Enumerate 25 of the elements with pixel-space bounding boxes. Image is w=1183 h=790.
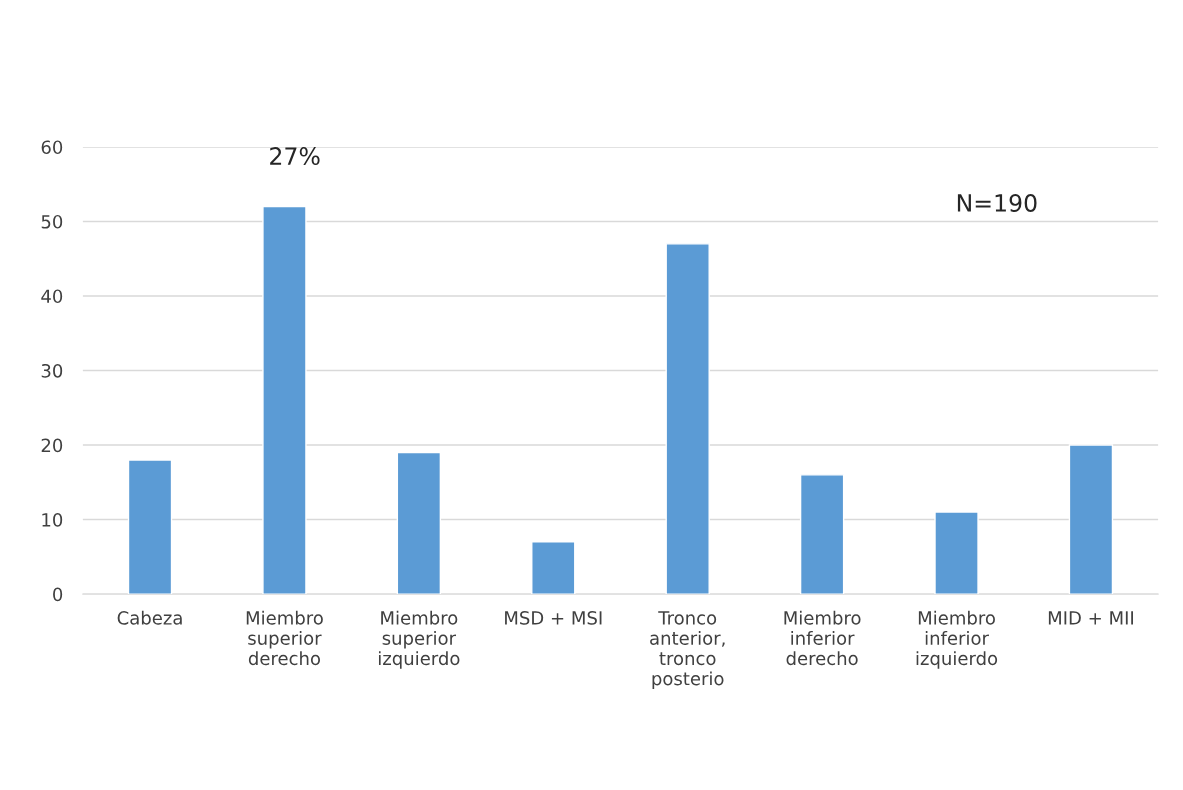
bar xyxy=(396,451,442,595)
y-tick-label: 30 xyxy=(41,363,63,378)
x-tick-label: Miembro inferior derecho xyxy=(784,610,861,666)
x-tick-label: Miembro superior izquierdo xyxy=(378,610,460,669)
y-tick-label: 60 xyxy=(41,140,63,155)
bar xyxy=(799,474,845,595)
x-tick-label: Miembro superior derecho xyxy=(246,610,323,666)
y-tick-label: 0 xyxy=(53,587,63,602)
bar xyxy=(934,511,979,595)
y-tick-label: 20 xyxy=(41,438,63,453)
bar xyxy=(1068,444,1114,595)
x-tick-label: Miembro inferior izquierdo xyxy=(916,610,998,669)
y-tick-label: 10 xyxy=(42,513,63,527)
x-tick-label: Cabeza xyxy=(117,610,182,625)
bar xyxy=(665,243,710,595)
x-tick-label: Tronco anterior, tronco posterio xyxy=(650,611,725,689)
bar xyxy=(531,541,576,595)
x-tick-label: MID + MII xyxy=(1048,611,1133,625)
bar xyxy=(127,459,173,595)
x-tick-label: MSD + MSI xyxy=(505,611,602,625)
annotation: 27% xyxy=(270,147,320,165)
bar xyxy=(262,205,307,595)
y-tick-label: 40 xyxy=(41,289,63,304)
annotation: N=190 xyxy=(957,194,1037,212)
y-tick-label: 50 xyxy=(41,214,63,229)
